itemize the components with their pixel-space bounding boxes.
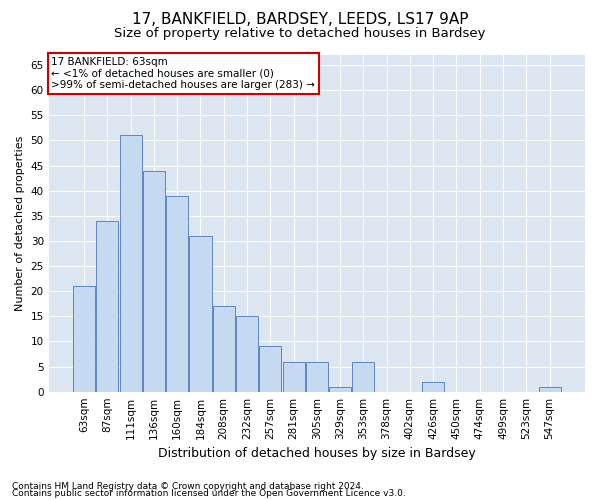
X-axis label: Distribution of detached houses by size in Bardsey: Distribution of detached houses by size … bbox=[158, 447, 476, 460]
Text: Size of property relative to detached houses in Bardsey: Size of property relative to detached ho… bbox=[114, 28, 486, 40]
Bar bbox=[97, 221, 118, 392]
Text: 17 BANKFIELD: 63sqm
← <1% of detached houses are smaller (0)
>99% of semi-detach: 17 BANKFIELD: 63sqm ← <1% of detached ho… bbox=[52, 56, 315, 90]
Text: 17, BANKFIELD, BARDSEY, LEEDS, LS17 9AP: 17, BANKFIELD, BARDSEY, LEEDS, LS17 9AP bbox=[132, 12, 468, 28]
Text: Contains public sector information licensed under the Open Government Licence v3: Contains public sector information licen… bbox=[12, 490, 406, 498]
Bar bbox=[329, 386, 351, 392]
Bar bbox=[166, 196, 188, 392]
Bar bbox=[119, 136, 142, 392]
Bar bbox=[212, 306, 235, 392]
Bar bbox=[190, 236, 212, 392]
Bar bbox=[352, 362, 374, 392]
Bar bbox=[259, 346, 281, 392]
Bar bbox=[236, 316, 258, 392]
Y-axis label: Number of detached properties: Number of detached properties bbox=[15, 136, 25, 311]
Bar bbox=[306, 362, 328, 392]
Bar bbox=[422, 382, 444, 392]
Bar bbox=[539, 386, 560, 392]
Bar bbox=[283, 362, 305, 392]
Bar bbox=[73, 286, 95, 392]
Bar bbox=[143, 170, 165, 392]
Text: Contains HM Land Registry data © Crown copyright and database right 2024.: Contains HM Land Registry data © Crown c… bbox=[12, 482, 364, 491]
